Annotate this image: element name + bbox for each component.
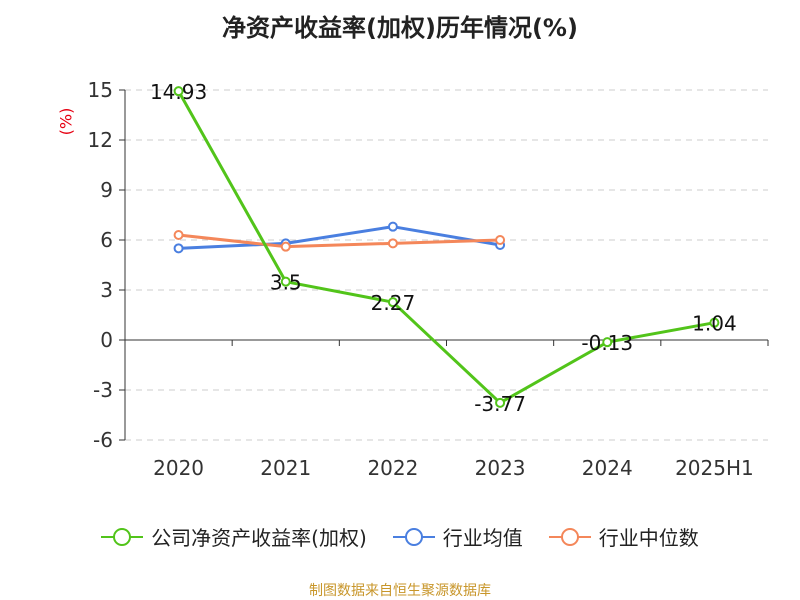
data-label: 1.04 xyxy=(692,312,737,336)
data-point xyxy=(387,297,398,308)
data-point xyxy=(387,221,398,232)
data-point xyxy=(709,317,720,328)
data-point xyxy=(387,238,398,249)
data-label: 3.5 xyxy=(270,271,302,295)
legend-item-industry-mean[interactable]: 行业均值 xyxy=(392,522,523,551)
y-tick-label: 15 xyxy=(88,78,113,102)
y-tick-label: -3 xyxy=(93,378,113,402)
legend-label: 行业均值 xyxy=(442,526,523,550)
x-tick-label: 2020 xyxy=(153,456,204,480)
data-label: 14.93 xyxy=(150,80,207,104)
data-point xyxy=(602,337,613,348)
data-label: -0.13 xyxy=(581,331,633,355)
data-label: 2.27 xyxy=(371,291,416,315)
legend-marker-icon xyxy=(101,527,144,547)
legend: 公司净资产收益率(加权) 行业均值 行业中位数 xyxy=(0,522,800,551)
legend-label: 行业中位数 xyxy=(598,526,699,550)
legend-item-industry-median[interactable]: 行业中位数 xyxy=(548,522,699,551)
x-tick-label: 2025H1 xyxy=(675,456,754,480)
data-point xyxy=(280,241,291,252)
legend-label: 公司净资产收益率(加权) xyxy=(151,526,367,550)
data-label: -3.77 xyxy=(474,392,526,416)
data-point xyxy=(495,235,506,245)
y-tick-label: 0 xyxy=(100,328,113,352)
x-tick-label: 2024 xyxy=(582,456,633,480)
y-tick-label: 9 xyxy=(100,178,113,202)
legend-marker-icon xyxy=(548,527,591,547)
y-tick-label: 6 xyxy=(100,228,113,252)
series-line xyxy=(178,225,501,250)
chart-title: 净资产收益率(加权)历年情况(%) xyxy=(222,14,578,42)
series-line xyxy=(177,90,715,405)
x-tick-label: 2021 xyxy=(260,456,311,480)
y-tick-label: 12 xyxy=(88,128,113,152)
legend-item-company[interactable]: 公司净资产收益率(加权) xyxy=(101,522,367,551)
legend-marker-icon xyxy=(392,527,435,547)
data-point xyxy=(173,86,184,97)
y-tick-label: -6 xyxy=(93,428,113,452)
x-tick-label: 2023 xyxy=(475,456,526,480)
data-point xyxy=(495,397,506,408)
data-source-note: 制图数据来自恒生聚源数据库 xyxy=(309,583,491,599)
data-point xyxy=(280,276,291,287)
series-line xyxy=(178,233,501,249)
x-tick-label: 2022 xyxy=(367,456,418,480)
y-tick-label: 3 xyxy=(100,278,113,302)
data-point xyxy=(173,230,184,240)
data-point xyxy=(173,243,184,254)
